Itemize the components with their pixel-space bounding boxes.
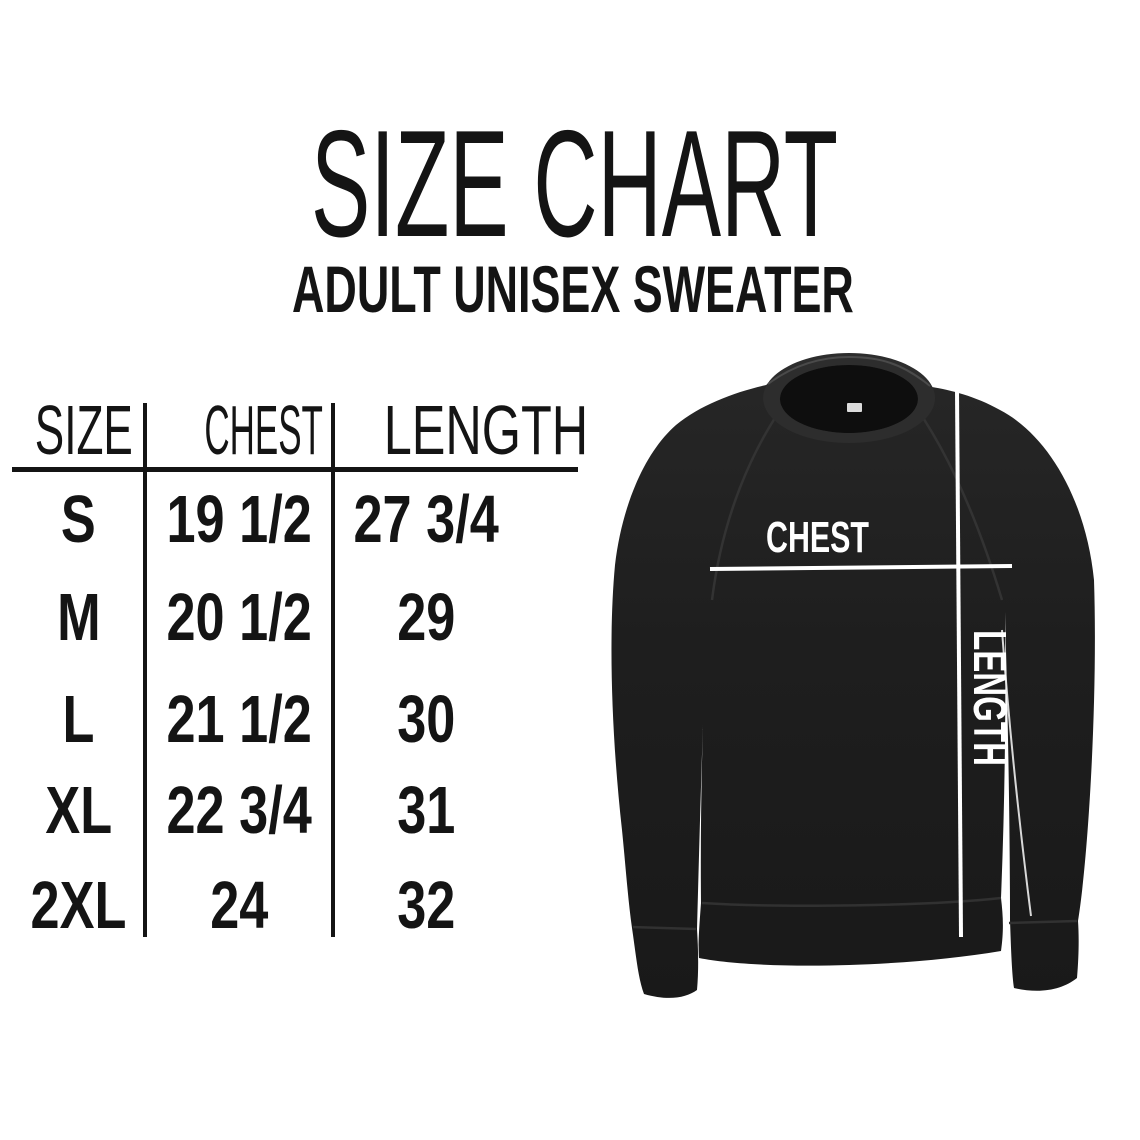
- table-row-size: S: [61, 482, 96, 557]
- table-row-chest: 20 1/2: [166, 580, 312, 655]
- table-row-length: 29: [397, 580, 456, 655]
- table-row-size: 2XL: [30, 868, 127, 943]
- table-row-size: L: [62, 682, 95, 757]
- length-measure-line: [955, 389, 963, 938]
- table-row-length: 31: [397, 773, 456, 848]
- neck-tag: [847, 403, 862, 412]
- left-cuff-seam: [632, 925, 697, 931]
- column-divider-2: [331, 403, 335, 937]
- column-header-length: LENGTH: [383, 391, 589, 469]
- table-row-chest: 19 1/2: [166, 482, 312, 557]
- table-row-chest: 21 1/2: [166, 682, 312, 757]
- column-header-size: SIZE: [34, 391, 133, 469]
- table-row-length: 30: [397, 682, 456, 757]
- column-header-chest: CHEST: [204, 391, 323, 469]
- chest-label: CHEST: [766, 513, 869, 562]
- collar-highlight: [767, 355, 931, 387]
- column-divider-1: [143, 403, 147, 937]
- right-sleeve-edge-highlight: [1001, 629, 1032, 917]
- table-row-chest: 24: [209, 868, 269, 943]
- page-subtitle: ADULT UNISEX SWEATER: [292, 252, 854, 326]
- collar-opening: [780, 365, 918, 433]
- table-row-size: XL: [45, 773, 112, 848]
- hem-seam: [701, 896, 1002, 907]
- length-label: LENGTH: [964, 630, 1016, 766]
- chest-measure-line: [709, 564, 1013, 571]
- table-row-length: 27 3/4: [353, 482, 500, 557]
- right-cuff-seam: [1008, 919, 1078, 925]
- table-row-size: M: [56, 580, 101, 655]
- sweater-body: [611, 356, 1095, 998]
- page-title: SIZE CHART: [311, 99, 839, 269]
- table-row-length: 32: [397, 868, 456, 943]
- header-underline: [12, 467, 578, 472]
- table-row-chest: 22 3/4: [166, 773, 312, 848]
